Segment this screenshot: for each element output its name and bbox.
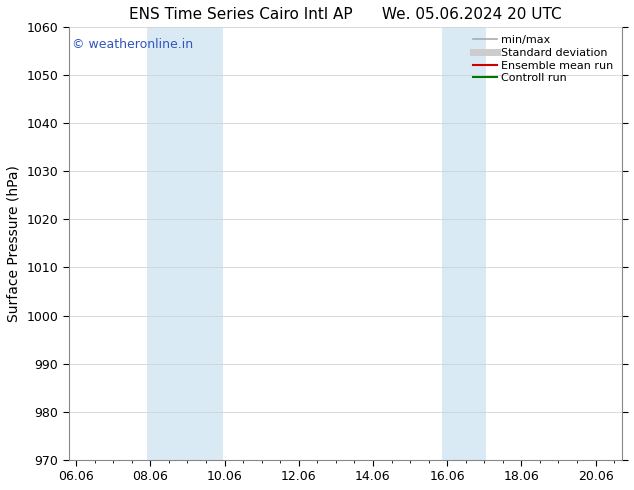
Bar	[442, 27, 486, 460]
Title: ENS Time Series Cairo Intl AP      We. 05.06.2024 20 UTC: ENS Time Series Cairo Intl AP We. 05.06.…	[129, 7, 562, 22]
Bar	[146, 27, 223, 460]
Y-axis label: Surface Pressure (hPa): Surface Pressure (hPa)	[7, 165, 21, 322]
Text: © weatheronline.in: © weatheronline.in	[72, 38, 193, 51]
Legend: min/max, Standard deviation, Ensemble mean run, Controll run: min/max, Standard deviation, Ensemble me…	[468, 30, 618, 88]
